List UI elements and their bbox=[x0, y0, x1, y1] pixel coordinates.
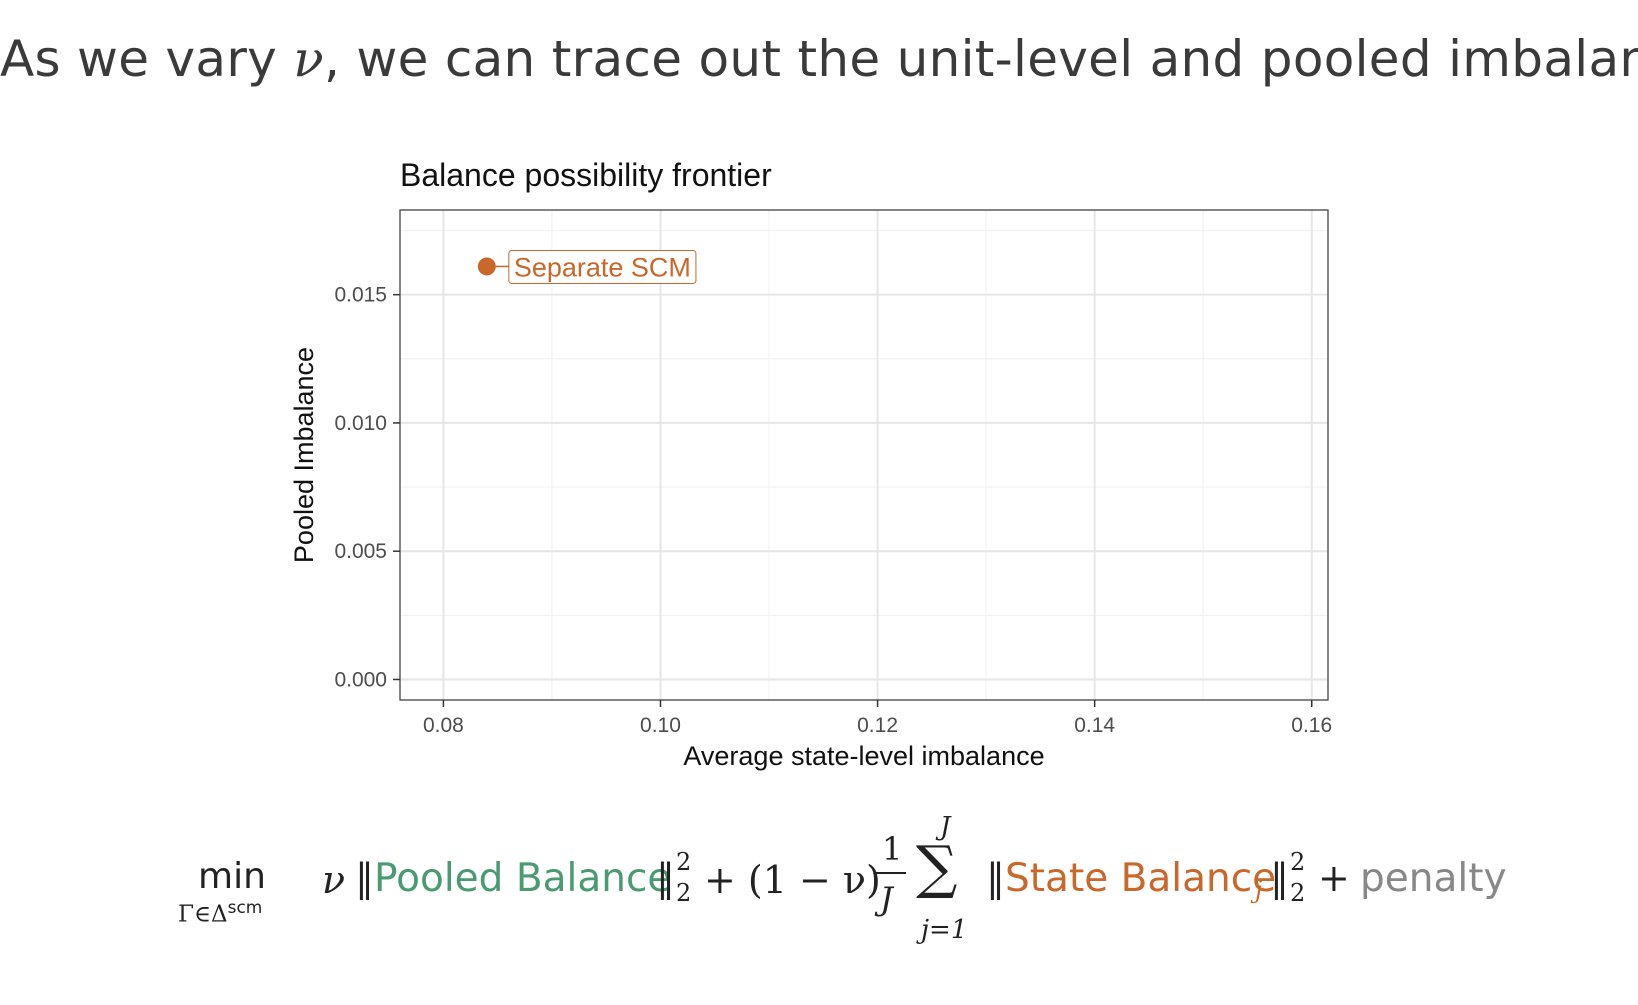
formula-sum-upper: J bbox=[940, 812, 951, 842]
formula-penalty-term: penalty bbox=[1360, 856, 1507, 901]
formula-sum-lower: j=1 bbox=[921, 915, 968, 945]
plot-panel-border bbox=[399, 209, 1329, 701]
formula-plus: + bbox=[1318, 856, 1350, 900]
formula-pooled-balance-term: Pooled Balance bbox=[374, 856, 672, 901]
x-tick-label: 0.12 bbox=[857, 714, 898, 737]
grid-layer bbox=[400, 210, 1328, 700]
chart-title: Balance possibility frontier bbox=[400, 157, 772, 193]
formula-min-subscript-sup: scm bbox=[227, 898, 263, 918]
slide-title-nu-symbol: ν bbox=[293, 30, 324, 88]
slide-title-prefix: As we vary bbox=[0, 30, 294, 88]
formula-state-balance-term: State Balance bbox=[1005, 856, 1277, 901]
separate-scm-label: Separate SCM bbox=[514, 252, 691, 282]
slide-title: As we vary ν, we can trace out the unit-… bbox=[0, 30, 1638, 88]
formula-exp-2: 2 bbox=[1290, 848, 1306, 876]
x-tick-label: 0.08 bbox=[423, 714, 464, 737]
x-axis-label: Average state-level imbalance bbox=[683, 741, 1044, 771]
separate-scm-point bbox=[477, 257, 496, 276]
separate-scm-label-box bbox=[508, 249, 697, 284]
formula-sum-symbol: ∑ bbox=[916, 833, 958, 901]
y-axis-label: Pooled Imbalance bbox=[289, 347, 319, 563]
formula-exp-1: 2 bbox=[676, 848, 692, 876]
x-tick-label: 0.16 bbox=[1291, 714, 1332, 737]
formula-min-subscript-base: Γ∈Δ bbox=[178, 901, 228, 928]
y-tick-label: 0.015 bbox=[334, 284, 387, 307]
formula-fraction-bar bbox=[876, 872, 906, 874]
y-tick-label: 0.005 bbox=[334, 540, 387, 563]
formula-nu: ν bbox=[322, 858, 346, 902]
formula-norm-open: ‖ bbox=[355, 856, 374, 900]
formula-fraction-numerator: 1 bbox=[882, 830, 903, 868]
y-tick-label: 0.010 bbox=[334, 412, 387, 435]
x-tick-label: 0.10 bbox=[640, 714, 681, 737]
axis-ticks: 0.08 0.10 0.12 0.14 0.16 0.000 0.005 0.010 0.015 bbox=[334, 284, 1332, 737]
formula-norm-close-1: ‖ bbox=[656, 856, 675, 900]
formula-norm-open-2: ‖ bbox=[986, 856, 1005, 900]
formula-state-subscript: j bbox=[1255, 876, 1263, 904]
data-points: Separate SCM bbox=[477, 249, 697, 284]
formula-min-subscript: Γ∈Δscm bbox=[178, 898, 262, 928]
formula-fraction-denominator: J bbox=[880, 880, 893, 918]
slide-title-suffix: , we can trace out the unit-level and po… bbox=[323, 30, 1638, 88]
formula-sub-2: 2 bbox=[1290, 879, 1306, 907]
formula-one-minus-nu: + (1 − ν) bbox=[704, 858, 881, 902]
formula-min-operator: min bbox=[198, 856, 266, 897]
formula-norm-close-2: ‖ bbox=[1270, 856, 1289, 900]
x-tick-label: 0.14 bbox=[1074, 714, 1115, 737]
formula-sub-1: 2 bbox=[676, 879, 692, 907]
y-tick-label: 0.000 bbox=[334, 668, 387, 691]
